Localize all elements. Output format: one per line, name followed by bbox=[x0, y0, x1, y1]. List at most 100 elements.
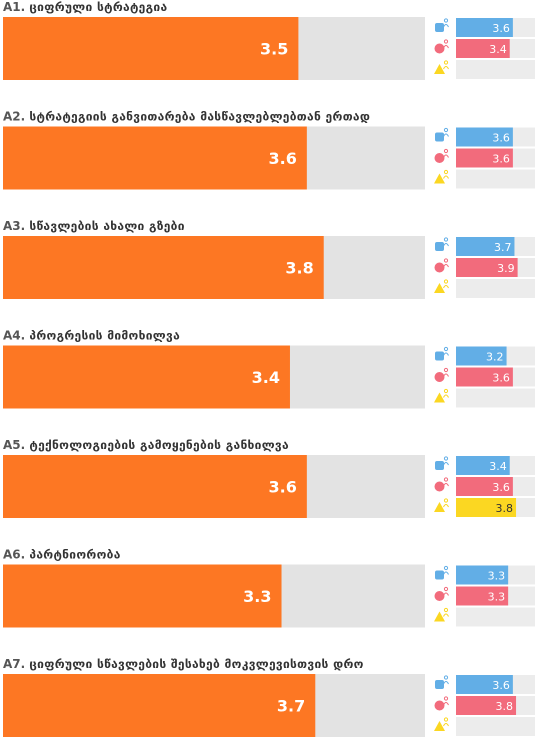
circle-person-icon-head bbox=[443, 258, 449, 263]
circle-person-icon-body bbox=[434, 262, 445, 273]
group-value-label: 3.6 bbox=[492, 679, 510, 692]
triangle-person-icon-head bbox=[443, 388, 449, 394]
square-person-icon-head bbox=[443, 565, 449, 571]
square-person-icon-body bbox=[435, 351, 444, 361]
circle-person-icon-head bbox=[443, 39, 449, 44]
circle-person-icon bbox=[434, 477, 449, 492]
group-bar bbox=[456, 258, 518, 277]
group-value-label: 3.3 bbox=[488, 570, 506, 583]
square-person-icon bbox=[435, 127, 449, 142]
square-person-icon bbox=[435, 18, 449, 32]
group-bar bbox=[456, 456, 510, 475]
row-title: A4. პროგრესის მიმოხილვა bbox=[3, 329, 180, 343]
group-bar bbox=[456, 498, 517, 517]
square-person-icon-head bbox=[443, 456, 449, 461]
triangle-person-icon bbox=[434, 388, 449, 403]
triangle-person-icon bbox=[434, 498, 449, 512]
row-code: A3. bbox=[3, 219, 29, 233]
triangle-person-icon-body bbox=[434, 392, 445, 403]
circle-person-icon bbox=[434, 148, 449, 163]
row-title: A7. ციფრული სწავლების შესახებ მოკვლევისთ… bbox=[3, 657, 364, 671]
triangle-person-icon-shoulders bbox=[443, 175, 449, 179]
row-code: A6. bbox=[3, 548, 29, 562]
square-person-icon bbox=[435, 675, 449, 689]
main-bar bbox=[3, 455, 307, 518]
square-person-icon-head bbox=[443, 675, 449, 680]
group-bar bbox=[456, 237, 515, 256]
square-person-icon-shoulders bbox=[443, 352, 449, 356]
square-person-icon-shoulders bbox=[443, 681, 449, 685]
circle-person-icon-body bbox=[434, 481, 445, 492]
square-person-icon-shoulders bbox=[443, 133, 449, 137]
circle-person-icon-shoulders bbox=[443, 592, 449, 596]
row-title: A5. ტექნოლოგიების გამოყენების განხილვა bbox=[3, 438, 289, 452]
circle-person-icon-shoulders bbox=[443, 264, 449, 268]
square-person-icon-body bbox=[435, 23, 444, 32]
square-person-icon-shoulders bbox=[443, 243, 449, 247]
main-value-label: 3.8 bbox=[285, 259, 313, 278]
circle-person-icon-body bbox=[434, 700, 445, 711]
circle-person-icon bbox=[434, 39, 449, 54]
row-code: A1. bbox=[3, 0, 29, 14]
triangle-person-icon-head bbox=[443, 169, 449, 175]
square-person-icon-body bbox=[435, 242, 444, 251]
circle-person-icon-body bbox=[434, 43, 445, 54]
triangle-person-icon-head bbox=[443, 60, 449, 65]
triangle-person-icon-shoulders bbox=[443, 504, 449, 508]
row-label: პროგრესის მიმოხილვა bbox=[29, 329, 180, 343]
main-bar bbox=[3, 345, 290, 409]
group-bar-track bbox=[456, 717, 535, 736]
row-label: სწავლების ახალი გზები bbox=[29, 219, 184, 233]
square-person-icon bbox=[435, 456, 449, 470]
triangle-person-icon-shoulders bbox=[443, 613, 449, 617]
triangle-person-icon-head bbox=[443, 498, 449, 503]
row-code: A4. bbox=[3, 329, 29, 343]
triangle-person-icon-head bbox=[443, 717, 449, 722]
main-value-label: 3.5 bbox=[260, 40, 288, 59]
group-bar-track bbox=[456, 279, 535, 298]
square-person-icon-head bbox=[443, 18, 449, 23]
group-value-label: 3.6 bbox=[492, 132, 510, 145]
circle-person-icon-shoulders bbox=[443, 483, 449, 487]
triangle-person-icon-shoulders bbox=[443, 723, 449, 727]
triangle-person-icon bbox=[434, 60, 449, 74]
group-value-label: 3.8 bbox=[496, 700, 514, 713]
triangle-person-icon bbox=[434, 279, 449, 293]
row-label: ციფრული სწავლების შესახებ მოკვლევისთვის … bbox=[29, 657, 363, 671]
square-person-icon-shoulders bbox=[443, 24, 449, 28]
square-person-icon-body bbox=[435, 680, 444, 689]
row-label: ციფრული სტრატეგია bbox=[29, 0, 167, 14]
group-value-label: 3.7 bbox=[494, 241, 512, 254]
group-bar bbox=[456, 477, 513, 496]
square-person-icon-body bbox=[435, 570, 444, 580]
row-code: A7. bbox=[3, 657, 29, 671]
row-code: A2. bbox=[3, 110, 29, 124]
triangle-person-icon bbox=[434, 169, 449, 184]
triangle-person-icon-body bbox=[434, 502, 445, 512]
square-person-icon-head bbox=[443, 127, 449, 133]
row-title: A3. სწავლების ახალი გზები bbox=[3, 219, 185, 233]
circle-person-icon-head bbox=[443, 477, 449, 482]
circle-person-icon-body bbox=[434, 372, 445, 382]
circle-person-icon bbox=[434, 696, 449, 711]
circle-person-icon-head bbox=[443, 696, 449, 701]
group-bar bbox=[456, 565, 509, 585]
square-person-icon-head bbox=[443, 346, 449, 352]
triangle-person-icon-body bbox=[434, 721, 445, 731]
group-bar-track bbox=[456, 169, 535, 189]
square-person-icon bbox=[435, 346, 449, 361]
group-value-label: 3.4 bbox=[489, 460, 507, 473]
square-person-icon bbox=[435, 237, 449, 251]
square-person-icon-body bbox=[435, 132, 444, 142]
triangle-person-icon-body bbox=[434, 64, 445, 74]
group-bar-track bbox=[456, 388, 535, 408]
square-person-icon bbox=[435, 565, 449, 580]
group-bar bbox=[456, 367, 513, 387]
main-bar bbox=[3, 126, 307, 190]
group-value-label: 3.6 bbox=[492, 22, 510, 35]
circle-person-icon bbox=[434, 367, 449, 382]
group-bar-track bbox=[456, 60, 535, 79]
main-value-label: 3.4 bbox=[252, 368, 280, 387]
square-person-icon-shoulders bbox=[443, 571, 449, 575]
group-bar-track bbox=[456, 607, 535, 627]
